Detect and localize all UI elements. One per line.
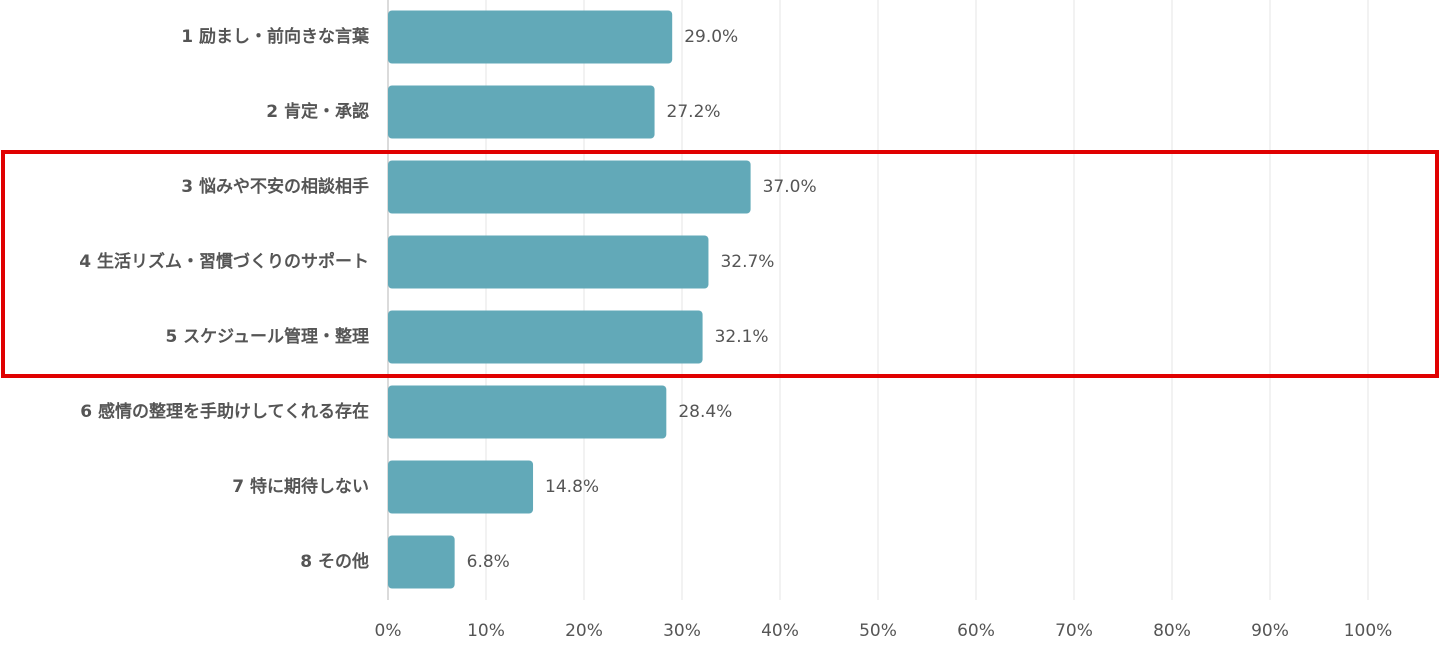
bar (388, 160, 751, 214)
x-tick-label: 0% (375, 621, 402, 641)
value-label: 6.8% (467, 552, 510, 572)
highlight-box (1, 150, 1439, 378)
x-tick-label: 60% (957, 621, 995, 641)
x-tick-label: 80% (1153, 621, 1191, 641)
category-label: 6 感情の整理を手助けしてくれる存在 (80, 401, 369, 422)
bar (388, 535, 455, 589)
bar (388, 460, 534, 514)
bar (388, 235, 709, 289)
x-tick-label: 70% (1055, 621, 1093, 641)
bar (388, 310, 703, 364)
x-tick-label: 90% (1251, 621, 1289, 641)
value-label: 32.1% (715, 327, 769, 347)
value-label: 32.7% (720, 252, 774, 272)
x-tick-label: 40% (761, 621, 799, 641)
category-label: 5 スケジュール管理・整理 (165, 326, 369, 347)
x-tick-label: 10% (467, 621, 505, 641)
value-label: 29.0% (684, 27, 738, 47)
value-label: 27.2% (667, 102, 721, 122)
category-label: 1 励まし・前向きな言葉 (181, 26, 370, 47)
x-tick-label: 50% (859, 621, 897, 641)
category-label: 7 特に期待しない (232, 476, 369, 497)
value-label: 14.8% (545, 477, 599, 497)
x-tick-label: 20% (565, 621, 603, 641)
category-label: 3 悩みや不安の相談相手 (181, 176, 369, 197)
category-label: 2 肯定・承認 (266, 101, 369, 122)
category-label: 4 生活リズム・習慣づくりのサポート (79, 251, 369, 272)
category-label: 8 その他 (300, 551, 369, 572)
x-tick-label: 100% (1344, 621, 1393, 641)
bar (388, 385, 667, 439)
bar (388, 85, 655, 139)
value-label: 37.0% (763, 177, 817, 197)
bar (388, 10, 673, 64)
x-tick-label: 30% (663, 621, 701, 641)
value-label: 28.4% (678, 402, 732, 422)
